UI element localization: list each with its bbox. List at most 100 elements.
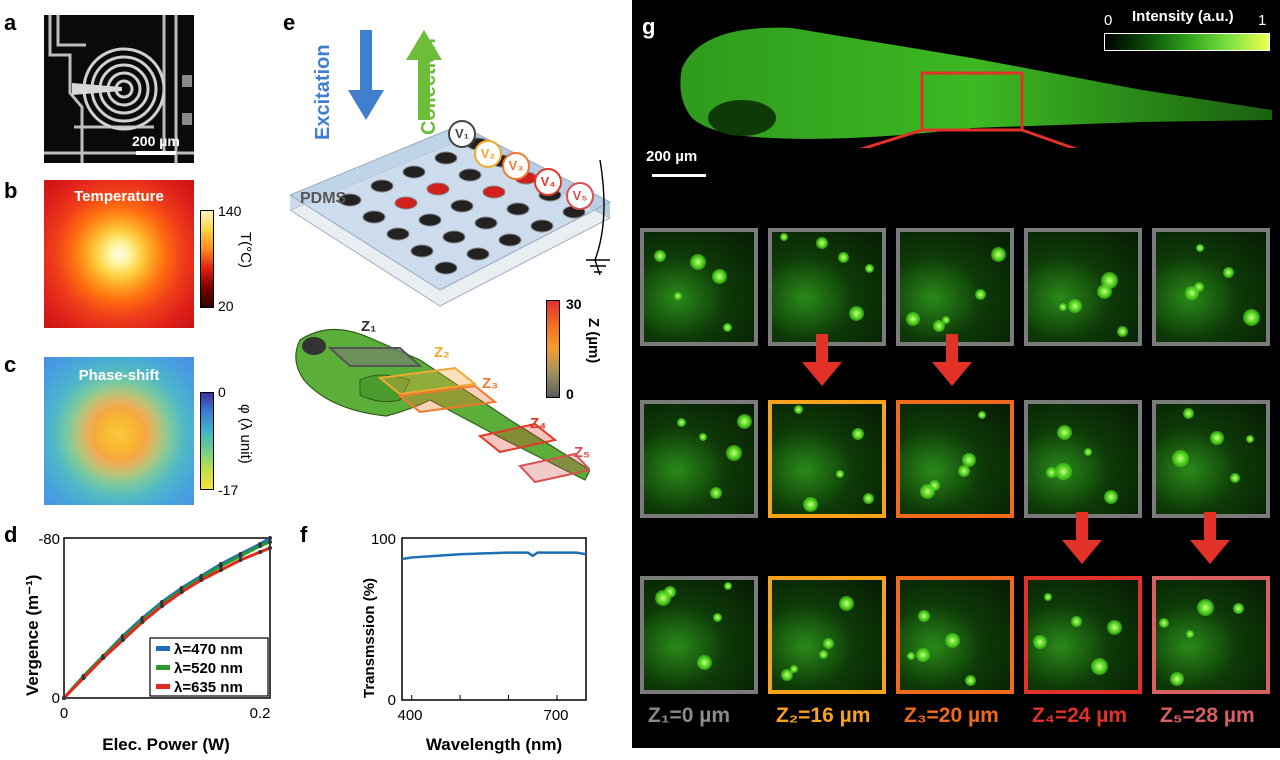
cell-spot	[780, 233, 788, 241]
tile-row2-col1	[640, 400, 758, 518]
tile-row2-col3	[896, 400, 1014, 518]
chart-f-transmission: 100 0 400 700 Wavelength (nm) Transmssio…	[361, 531, 587, 754]
zebrafish-image	[680, 27, 1272, 148]
f-xtick-700: 700	[543, 707, 568, 724]
lens-array-drawing	[290, 124, 612, 307]
temperature-cb-max: 140	[218, 203, 242, 219]
cell-spot	[1071, 616, 1082, 627]
cell-spot	[1059, 303, 1067, 311]
panel-label-d: d	[4, 522, 18, 547]
z5-label: Z₅	[574, 444, 591, 461]
cell-spot	[726, 445, 742, 461]
f-series-line-0	[401, 551, 587, 561]
cell-spot	[794, 405, 803, 414]
cell-spot	[1046, 467, 1057, 478]
lens-element	[370, 179, 394, 193]
z-cb-min: 0	[566, 386, 574, 402]
scalebar-g	[652, 174, 706, 177]
panel-label-c: c	[4, 352, 17, 377]
lens-element	[530, 219, 554, 233]
cell-spot	[1084, 448, 1092, 456]
d-series-line-2	[62, 546, 271, 700]
panel-e-schematic: Excitation Collection PDMS V₁ V₂ V₃ V₄ V₅ 30…	[290, 0, 630, 510]
panel-label-e: e	[283, 10, 296, 35]
tile-row1-col5	[1152, 228, 1270, 346]
lens-element	[450, 199, 474, 213]
cell-spot	[1091, 658, 1108, 675]
z2-label: Z₂	[434, 344, 450, 361]
cell-spot	[697, 655, 712, 670]
tile-row3-col2	[768, 576, 886, 694]
panel-a-micrograph: 200 µm	[44, 15, 194, 163]
scalebar-label-a: 200 µm	[132, 133, 180, 149]
panel-label-g: g	[642, 14, 656, 39]
cell-spot	[1223, 267, 1234, 278]
cell-spot	[1104, 490, 1118, 504]
voltage-1: V₁	[448, 120, 476, 148]
d-point	[268, 546, 272, 550]
z1-label: Z₁	[361, 318, 377, 335]
scalebar-label-g: 200 µm	[646, 148, 698, 165]
cell-spot	[1172, 450, 1189, 467]
lens-element	[466, 247, 490, 261]
legend-swatch-635	[156, 684, 170, 689]
legend-520: λ=520 nm	[174, 660, 243, 677]
cell-spot	[1068, 299, 1082, 313]
collection-arrow	[406, 30, 442, 120]
cell-spot	[713, 613, 722, 622]
f-xtick-400: 400	[397, 707, 422, 724]
f-ytick-100: 100	[371, 531, 396, 548]
temperature-title: Temperature	[74, 188, 164, 205]
cell-spot	[790, 665, 798, 673]
z-depth-label-3: Z₃=20 µm	[904, 704, 999, 727]
cell-spot	[699, 433, 707, 441]
z-cb-max: 30	[566, 296, 582, 312]
cell-spot	[916, 648, 930, 662]
cell-spot	[978, 411, 986, 419]
cell-spot	[1044, 593, 1052, 601]
cell-spot	[1185, 286, 1199, 300]
tile-row3-col1	[640, 576, 758, 694]
d-point	[179, 590, 184, 594]
d-point	[140, 620, 145, 624]
tile-row2-col2	[768, 400, 886, 518]
cell-spot	[965, 675, 976, 686]
tile-row3-col5	[1152, 576, 1270, 694]
cell-spot	[849, 306, 864, 321]
temperature-cb-min: 20	[218, 298, 234, 314]
f-ylabel: Transmssion (%)	[361, 578, 378, 698]
cell-spot	[654, 250, 666, 262]
cell-spot	[1246, 435, 1254, 443]
d-xtick-02: 0.2	[250, 705, 271, 722]
cell-spot	[942, 316, 950, 324]
cell-spot	[1230, 473, 1240, 483]
f-ytick-0: 0	[388, 692, 396, 709]
intensity-cb-min: 0	[1104, 12, 1113, 29]
cell-spot	[724, 582, 732, 590]
lens-element	[394, 196, 418, 210]
z-depth-label-4: Z₄=24 µm	[1032, 704, 1128, 727]
z-depth-label-2: Z₂=16 µm	[776, 704, 871, 727]
f-xlabel: Wavelength (nm)	[426, 735, 562, 754]
cell-spot	[723, 323, 732, 332]
intensity-colorbar	[1104, 33, 1270, 51]
cell-spot	[1210, 431, 1224, 445]
panel-right-fluorescence: g Intensity (a.u.) 0 1 200 µm h i j	[632, 0, 1280, 748]
cell-spot	[863, 493, 874, 504]
arrow-h-to-i-1	[802, 334, 842, 386]
cell-spot	[962, 453, 976, 467]
lens-element	[498, 233, 522, 247]
cell-spot	[1194, 282, 1204, 292]
cell-spot	[690, 254, 706, 270]
cell-spot	[1183, 408, 1194, 419]
zoom-box	[920, 71, 1024, 132]
cell-spot	[918, 610, 930, 622]
arrow-i-to-j-1	[1062, 512, 1102, 564]
z3-label: Z₃	[482, 375, 499, 392]
panel-label-b: b	[4, 178, 18, 203]
cell-spot	[803, 497, 818, 512]
pdms-label: PDMS	[300, 190, 347, 207]
cell-spot	[1170, 672, 1184, 686]
d-point	[238, 554, 243, 558]
d-point	[218, 564, 223, 568]
